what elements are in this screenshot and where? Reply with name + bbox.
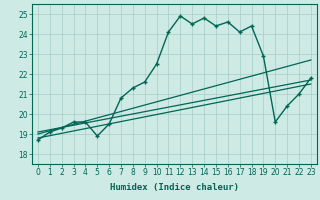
- X-axis label: Humidex (Indice chaleur): Humidex (Indice chaleur): [110, 183, 239, 192]
